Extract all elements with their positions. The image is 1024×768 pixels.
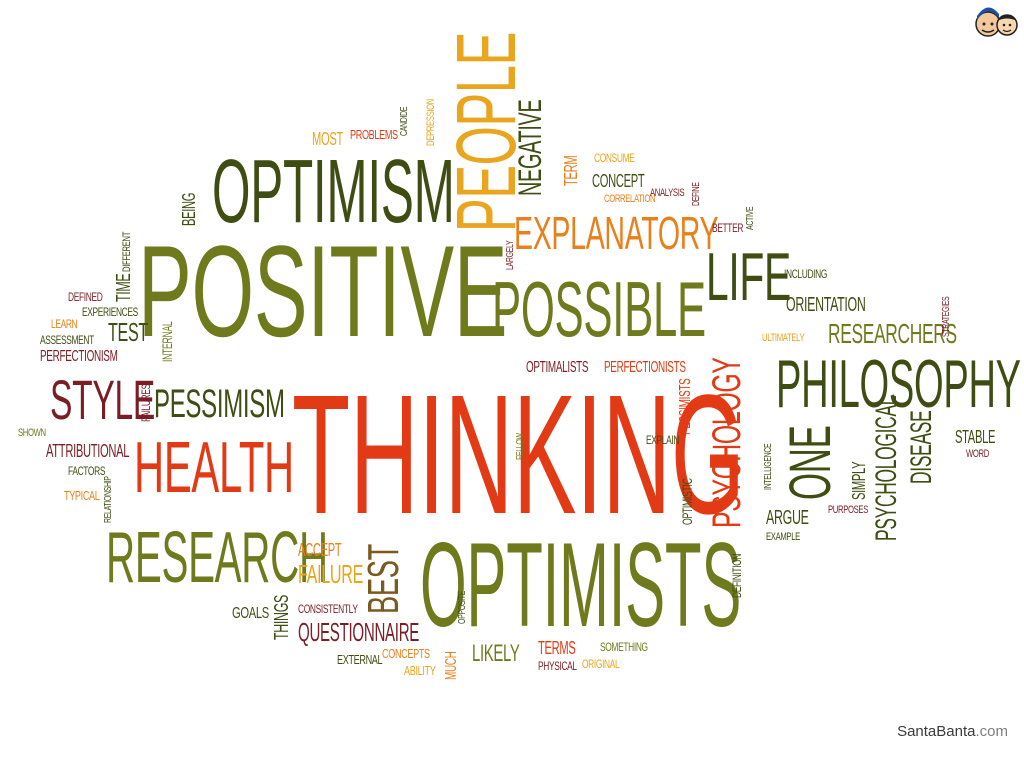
word-positive: POSITIVE	[138, 218, 508, 364]
word-shown: SHOWN	[18, 427, 46, 439]
word-strategies: STRATEGIES	[941, 296, 952, 337]
word-assessment: ASSESSMENT	[40, 333, 94, 347]
word-orientation: ORIENTATION	[786, 294, 866, 316]
brand-domain: .com	[975, 723, 1008, 740]
word-one: ONE	[778, 425, 843, 500]
word-optimalists: OPTIMALISTS	[526, 359, 589, 376]
word-simply: SIMPLY	[849, 461, 869, 500]
word-psychological: PSYCHOLOGICAL	[870, 395, 903, 541]
word-optimists: OPTIMISTS	[420, 518, 742, 652]
word-relationship: RELATIONSHIP	[103, 476, 114, 523]
word-negative: NEGATIVE	[512, 99, 548, 196]
word-word: WORD	[966, 448, 989, 460]
word-candide: CANDIDE	[399, 106, 410, 136]
word-something: SOMETHING	[600, 640, 648, 654]
word-typical: TYPICAL	[64, 488, 100, 503]
cartoon-faces-logo-icon	[975, 7, 1018, 37]
word-accept: ACCEPT	[298, 540, 342, 560]
word-analysis: ANALYSIS	[650, 187, 685, 199]
word-optimistic: OPTIMISTIC	[679, 478, 695, 525]
word-stable: STABLE	[955, 427, 996, 447]
word-example: EXAMPLE	[766, 531, 800, 543]
word-thinking: THINKING	[292, 360, 745, 550]
word-argue: ARGUE	[766, 507, 809, 529]
word-most: MOST	[312, 129, 343, 149]
word-style: STYLE	[50, 368, 155, 431]
word-defined: DEFINED	[68, 290, 103, 304]
word-learn: LEARN	[51, 317, 78, 331]
word-problems: PROBLEMS	[350, 127, 398, 142]
brand-name: SantaBanta	[897, 723, 976, 740]
word-explanatory: EXPLANATORY	[514, 207, 719, 259]
word-life: LIFE	[706, 239, 791, 315]
site-brand: SantaBanta.com	[897, 723, 1008, 740]
word-pessimism: PESSIMISM	[154, 382, 285, 426]
word-purposes: PURPOSES	[828, 504, 868, 516]
word-correlation: CORRELATION	[604, 193, 656, 205]
word-likely: LIKELY	[472, 640, 520, 667]
word-research: RESEARCH	[106, 518, 328, 598]
word-term: TERM	[561, 155, 581, 186]
word-definition: DEFINITION	[730, 553, 744, 598]
word-largely: LARGELY	[505, 240, 516, 270]
word-consume: CONSUME	[594, 151, 635, 165]
word-consistently: CONSISTENTLY	[298, 602, 358, 616]
word-researchers: RESEARCHERS	[828, 318, 957, 349]
word-depression: DEPRESSION	[425, 99, 437, 146]
word-factors: FACTORS	[68, 464, 106, 478]
word-failures: FAILURES	[139, 384, 153, 422]
word-possible: POSSIBLE	[492, 265, 706, 353]
word-internal: INTERNAL	[159, 321, 175, 362]
word-psychology: PSYCHOLOGY	[705, 357, 749, 528]
word-things: THINGS	[271, 595, 293, 640]
word-intelligence: INTELLIGENCE	[763, 443, 774, 490]
word-time: TIME	[113, 273, 135, 302]
word-disease: DISEASE	[905, 410, 938, 484]
word-failure: FAILURE	[298, 559, 364, 589]
word-external: EXTERNAL	[337, 652, 383, 667]
word-explain: EXPLAIN	[646, 433, 680, 447]
word-concepts: CONCEPTS	[382, 646, 430, 661]
word-optimism: OPTIMISM	[212, 142, 455, 242]
word-perfectionists: PERFECTIONISTS	[604, 359, 686, 376]
word-original: ORIGINAL	[582, 657, 620, 671]
word-perfectionism: PERFECTIONISM	[40, 348, 118, 365]
word-terms: TERMS	[538, 638, 576, 658]
word-health: HEALTH	[134, 428, 294, 508]
word-experiences: EXPERIENCES	[82, 305, 138, 319]
word-goals: GOALS	[232, 605, 269, 622]
word-different: DIFFERENT	[121, 231, 133, 272]
word-including: INCLUDING	[784, 267, 828, 281]
word-being: BEING	[179, 192, 199, 226]
word-questionnaire: QUESTIONNAIRE	[298, 617, 420, 647]
word-attributional: ATTRIBUTIONAL	[46, 441, 130, 461]
word-fellow: FELLOW	[515, 433, 526, 460]
word-concept: CONCEPT	[592, 171, 645, 191]
word-test: TEST	[108, 317, 148, 347]
word-best: BEST	[359, 543, 408, 614]
word-define: DEFINE	[691, 182, 702, 206]
word-physical: PHYSICAL	[538, 659, 577, 673]
word-pessimists: PESSIMISTS	[677, 378, 694, 435]
word-philosophy: PHILOSOPHY	[776, 346, 1021, 422]
word-ultimately: ULTIMATELY	[762, 332, 805, 344]
word-better: BETTER	[712, 221, 744, 235]
word-much: MUCH	[443, 651, 460, 680]
word-ability: ABILITY	[404, 663, 436, 678]
word-active: ACTIVE	[745, 206, 756, 230]
word-opposite: OPPOSITE	[457, 591, 468, 624]
